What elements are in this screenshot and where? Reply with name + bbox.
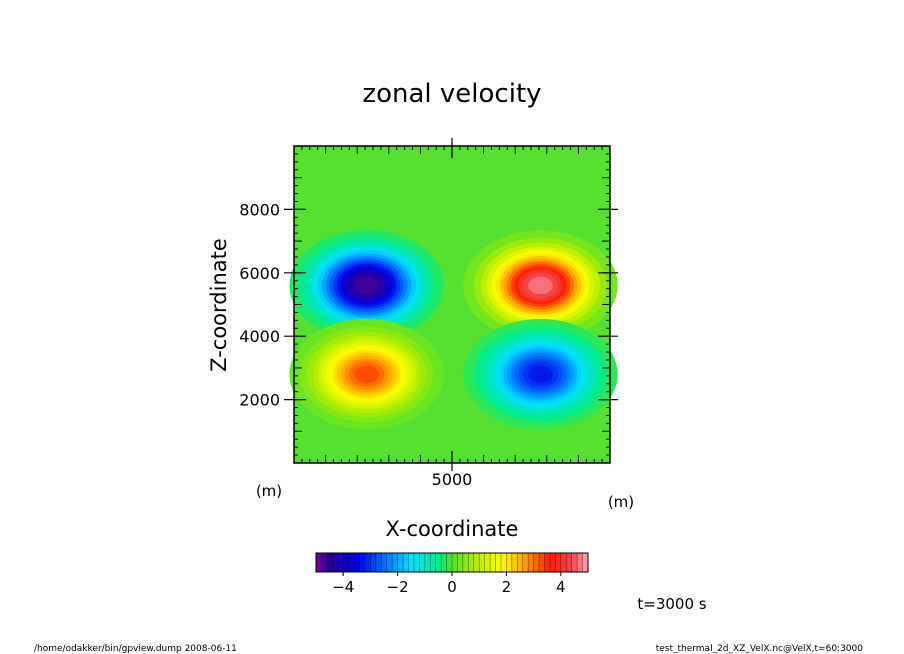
colorbar-swatch: [571, 553, 578, 572]
x-tick-label: 5000: [432, 470, 473, 489]
colorbar-swatch: [332, 553, 339, 572]
colorbar-swatch: [522, 553, 529, 572]
velocity-field: [289, 230, 618, 430]
colorbar-swatch: [555, 553, 562, 572]
field-contour-0-13: [354, 276, 380, 295]
colorbar-swatch: [495, 553, 502, 572]
footer-right: test_thermal_2d_XZ_VelX.nc@VelX,t=60:300…: [656, 644, 864, 654]
colorbar-swatch: [381, 553, 388, 572]
colorbar-swatch: [403, 553, 409, 572]
colorbar-swatch: [533, 553, 540, 572]
colorbar-swatch: [539, 553, 545, 572]
colorbar-swatch: [560, 553, 567, 572]
colorbar-swatch: [452, 553, 458, 572]
colorbar-swatch: [370, 553, 377, 572]
y-tick-label: 8000: [239, 200, 280, 219]
field-contour-1-13: [528, 276, 553, 295]
y-tick-label: 6000: [239, 264, 280, 283]
field-contour-2-13: [354, 365, 380, 384]
time-annotation: t=3000 s: [637, 595, 706, 613]
colorbar-swatch: [326, 553, 333, 572]
colorbar-swatch: [484, 553, 491, 572]
colorbar-swatch: [446, 553, 453, 572]
colorbar-swatch: [468, 553, 475, 572]
colorbar-swatch: [517, 553, 524, 572]
colorbar-swatch: [386, 553, 393, 572]
colorbar-swatch: [348, 553, 355, 572]
colorbar-swatch: [566, 553, 573, 572]
colorbar-swatch: [479, 553, 486, 572]
colorbar-swatch: [457, 553, 464, 572]
colorbar-swatch: [582, 553, 589, 572]
colorbar-swatch: [413, 553, 420, 572]
colorbar-swatch: [375, 553, 382, 572]
colorbar-swatch: [490, 553, 496, 572]
colorbar-tick-label: 0: [447, 578, 457, 596]
colorbar-swatch: [577, 553, 583, 572]
field-contour-3-13: [528, 365, 553, 384]
colorbar-swatch: [424, 553, 431, 572]
y-axis-label: Z-coordinate: [207, 238, 231, 372]
colorbar-swatch: [354, 553, 360, 572]
colorbar-swatch: [321, 553, 328, 572]
colorbar-tick-label: 2: [502, 578, 512, 596]
y-tick-label: 2000: [239, 391, 280, 410]
colorbar-swatch: [397, 553, 404, 572]
axis-ticks: 2000 4000 6000 8000 5000: [239, 138, 618, 489]
colorbar-swatch: [359, 553, 366, 572]
y-tick-label: 4000: [239, 327, 280, 346]
colorbar-swatch: [549, 553, 556, 572]
colorbar-tick-label: 4: [556, 578, 566, 596]
colorbar: −4 −2 0 2 4: [315, 552, 589, 596]
colorbar-swatch: [473, 553, 480, 572]
colorbar-swatch: [544, 553, 551, 572]
chart-title: zonal velocity: [362, 79, 541, 109]
x-axis-label: X-coordinate: [386, 517, 519, 541]
x-axis-unit: (m): [608, 493, 634, 511]
colorbar-swatch: [392, 553, 398, 572]
footer-left: /home/odakker/bin/gpview.dump 2008-06-11: [34, 644, 237, 654]
colorbar-swatch: [364, 553, 371, 572]
colorbar-swatch: [316, 553, 322, 572]
y-axis-unit: (m): [256, 482, 282, 500]
colorbar-swatch: [337, 553, 344, 572]
colorbar-swatch: [528, 553, 534, 572]
colorbar-swatch: [419, 553, 426, 572]
colorbar-tick-label: −2: [387, 578, 409, 596]
colorbar-swatch: [500, 553, 507, 572]
colorbar-swatch: [441, 553, 447, 572]
colorbar-swatch: [430, 553, 437, 572]
colorbar-tick-label: −4: [332, 578, 354, 596]
colorbar-swatch: [462, 553, 469, 572]
colorbar-swatch: [511, 553, 518, 572]
colorbar-swatch: [343, 553, 350, 572]
colorbar-swatch: [408, 553, 415, 572]
colorbar-swatch: [506, 553, 513, 572]
colorbar-swatch: [435, 553, 442, 572]
